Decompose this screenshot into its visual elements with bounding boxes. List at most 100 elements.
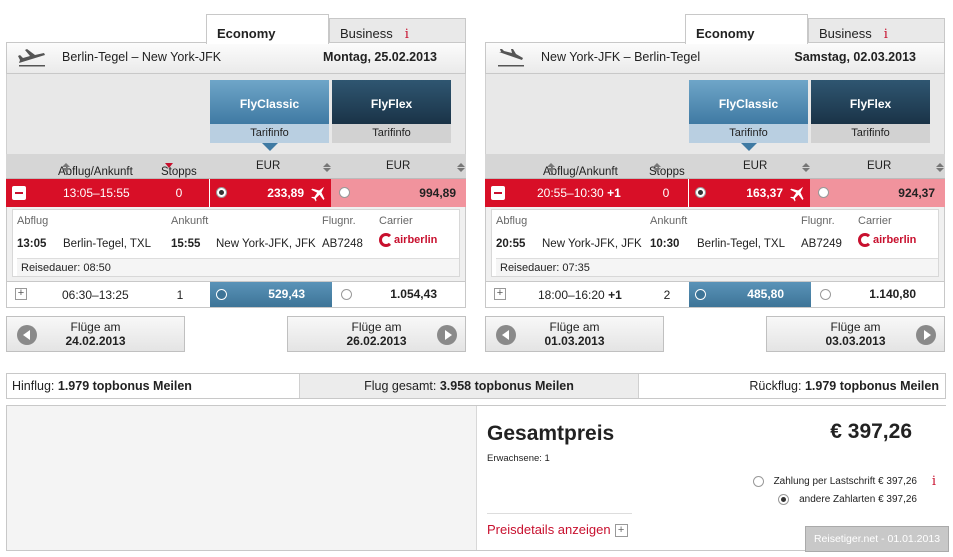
sort-eco-icon[interactable] [319,160,331,172]
arrow-right-icon [916,325,936,345]
sort-eco-icon[interactable] [798,160,810,172]
tab-business[interactable]: Business i [808,18,945,44]
collapse-icon[interactable] [12,186,26,200]
tarifinfo-link[interactable]: Tarifinfo [332,124,451,143]
collapse-icon[interactable] [491,186,505,200]
tab-business[interactable]: Business i [329,18,466,44]
tarifinfo-link[interactable]: Tarifinfo [210,124,329,143]
label-departure: Abflug [17,215,49,227]
radio-selected[interactable] [778,494,790,505]
header-currency-eco: EUR [256,160,281,172]
price-biz: 1.054,43 [390,287,437,301]
label-arrival: Ankunft [650,215,688,227]
tarifinfo-link[interactable]: Tarifinfo [811,124,930,143]
sort-times[interactable]: Abflug/Ankunft [543,160,618,178]
tarifinfo-link[interactable]: Tarifinfo [689,124,808,143]
travel-duration: Reisedauer: 07:35 [496,258,938,276]
route-bar: Berlin-Tegel – New York-JFK Montag, 25.0… [6,42,466,74]
price-eco-cell[interactable]: 529,43 [210,282,332,307]
tab-economy[interactable]: Economy [206,14,329,44]
expand-icon[interactable]: + [494,288,506,300]
travel-duration: Reisedauer: 08:50 [17,258,459,276]
radio-selected[interactable] [695,187,706,198]
prev-day-button[interactable]: Flüge am 01.03.2013 [485,316,664,352]
nav-date: 24.02.2013 [65,334,126,348]
flight-stops: 2 [663,288,671,302]
info-icon[interactable]: i [404,27,409,42]
price-details-link[interactable]: Preisdetails anzeigen + [487,522,628,538]
arrow-left-icon [496,325,516,345]
flight-date: Samstag, 02.03.2013 [794,50,916,64]
price-biz-cell[interactable]: 924,37 [810,179,945,207]
radio-selected[interactable] [216,187,227,198]
fare-flyclassic[interactable]: FlyClassic Tarifinfo [210,80,329,151]
tab-business-label: Business [819,26,872,41]
price-eco-cell[interactable]: 163,37 [688,179,810,207]
sort-desc-icon [165,163,173,169]
price-biz: 994,89 [419,186,456,200]
header-times: Abflug/Ankunft [58,166,133,178]
sort-stops[interactable]: Stopps [161,160,197,178]
radio-unselected[interactable] [339,187,350,198]
payment-option-other[interactable]: andere Zahlarten € 397,26 [778,494,917,505]
label-departure: Abflug [496,215,528,227]
radio-unselected[interactable] [820,289,831,300]
price-eco-cell[interactable]: 233,89 [209,179,331,207]
sort-icon [653,162,661,167]
miles-bar: Hinflug: 1.979 topbonus Meilen Flug gesa… [6,373,946,399]
price-biz: 924,37 [898,186,935,200]
radio-unselected[interactable] [341,289,352,300]
fare-flyclassic[interactable]: FlyClassic Tarifinfo [689,80,808,151]
arr-time: 10:30 [650,238,680,250]
radio-unselected[interactable] [695,289,706,300]
fare-flyflex[interactable]: FlyFlex Tarifinfo [332,80,451,143]
airplane-icon [790,186,804,202]
nav-label: Flüge am [351,320,402,334]
fare-area: FlyClassic Tarifinfo FlyFlex Tarifinfo [6,74,466,154]
sort-stops[interactable]: Stopps [649,160,685,178]
sort-biz-icon[interactable] [932,160,944,172]
next-day-marker: +1 [608,288,622,302]
header-stops: Stopps [161,166,197,178]
label-carrier: Carrier [379,215,413,227]
total-title: Gesamtpreis [487,422,615,445]
fare-area: FlyClassic Tarifinfo FlyFlex Tarifinfo [485,74,945,154]
flight-row[interactable]: + 18:00–16:20 +1 2 485,80 1.140,80 [485,282,945,308]
radio-unselected[interactable] [216,289,227,300]
price-biz-cell[interactable]: 994,89 [331,179,466,207]
sort-icon [62,162,70,167]
info-icon[interactable]: i [931,474,936,489]
next-day-button[interactable]: Flüge am 26.02.2013 [287,316,466,352]
cabin-tabs: Economy Business i [206,14,466,44]
airberlin-logo: airberlin [379,233,437,247]
fare-flyflex[interactable]: FlyFlex Tarifinfo [811,80,930,143]
nav-label: Flüge am [549,320,600,334]
expand-icon[interactable]: + [614,524,628,538]
flight-detail-table: Abflug Ankunft Flugnr. Carrier 20:55 New… [491,209,939,277]
tab-business-label: Business [340,26,393,41]
sort-biz-icon[interactable] [453,160,465,172]
payment-option-debit[interactable]: Zahlung per Lastschrift € 397,26 [752,476,917,487]
prev-day-button[interactable]: Flüge am 24.02.2013 [6,316,185,352]
flight-row-selected[interactable]: 13:05–15:55 0 233,89 994,89 [6,179,466,207]
flight-times: 20:55–10:30 +1 [537,186,621,200]
dep-airport: New York-JFK, JFK [542,238,642,250]
tab-economy[interactable]: Economy [685,14,808,44]
price-eco-cell[interactable]: 485,80 [689,282,811,307]
sort-times[interactable]: Abflug/Ankunft [58,160,133,178]
price-eco: 485,80 [747,287,784,301]
radio-unselected[interactable] [818,187,829,198]
next-day-button[interactable]: Flüge am 03.03.2013 [766,316,945,352]
flight-row-selected[interactable]: 20:55–10:30 +1 0 163,37 924,37 [485,179,945,207]
info-icon[interactable]: i [883,27,888,42]
expand-icon[interactable]: + [15,288,27,300]
price-eco: 529,43 [268,287,305,301]
cabin-tabs: Economy Business i [685,14,945,44]
radio-unselected[interactable] [752,476,764,487]
label-flight-no: Flugnr. [322,215,356,227]
flight-row[interactable]: + 06:30–13:25 1 529,43 1.054,43 [6,282,466,308]
miles-return: Rückflug: 1.979 topbonus Meilen [749,379,939,393]
flight-detail-table: Abflug Ankunft Flugnr. Carrier 13:05 Ber… [12,209,460,277]
nav-date: 26.02.2013 [346,334,407,348]
flight-detail: Abflug Ankunft Flugnr. Carrier 13:05 Ber… [6,207,466,282]
